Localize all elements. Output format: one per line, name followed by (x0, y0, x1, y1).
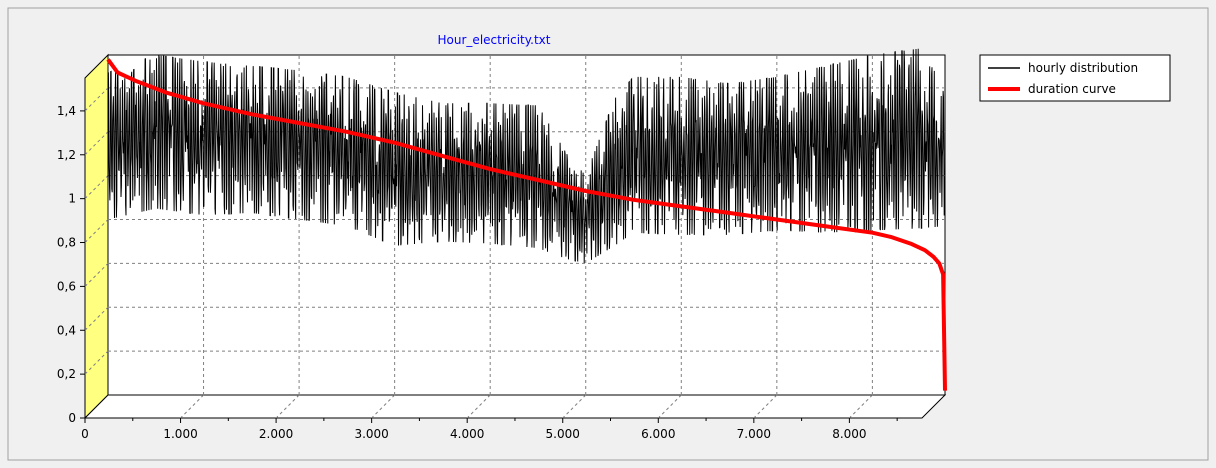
hourly-line (107, 48, 946, 264)
chart-title: Hour_electricity.txt (438, 33, 551, 47)
y-axis: 0 0,2 0,4 0,6 0,8 1 1,2 1,4 (57, 104, 85, 425)
x-tick-label: 4.000 (450, 427, 484, 441)
x-tick-label: 5.000 (546, 427, 580, 441)
x-tick-label: 0 (81, 427, 89, 441)
legend-box (979, 54, 1171, 102)
left-wall (84, 53, 109, 420)
x-tick-label: 8.000 (832, 427, 866, 441)
series-hourly-distribution (107, 48, 946, 264)
x-tick-label: 1.000 (163, 427, 197, 441)
series-duration-curve (106, 58, 947, 391)
x-tick-label: 6.000 (641, 427, 675, 441)
y-tick-label: 0,2 (57, 367, 76, 381)
y-tick-label: 1,2 (57, 148, 76, 162)
y-tick-label: 0,4 (57, 323, 76, 337)
legend: hourly distribution duration curve (979, 54, 1171, 102)
y-tick-label: 0,6 (57, 279, 76, 293)
floor (83, 394, 947, 419)
y-tick-label: 0 (68, 411, 76, 425)
x-tick-label: 2.000 (259, 427, 293, 441)
x-axis: 0 1.000 2.000 3.000 4.000 5.000 6.000 7.000 8.00… (81, 418, 898, 441)
legend-label-duration: duration curve (1028, 82, 1116, 96)
y-tick-label: 1,4 (57, 104, 76, 118)
duration-line (106, 58, 947, 391)
legend-label-hourly: hourly distribution (1028, 61, 1138, 75)
x-tick-label: 3.000 (354, 427, 388, 441)
x-tick-label: 7.000 (737, 427, 771, 441)
y-tick-label: 0,8 (57, 236, 76, 250)
y-tick-label: 1 (68, 192, 76, 206)
